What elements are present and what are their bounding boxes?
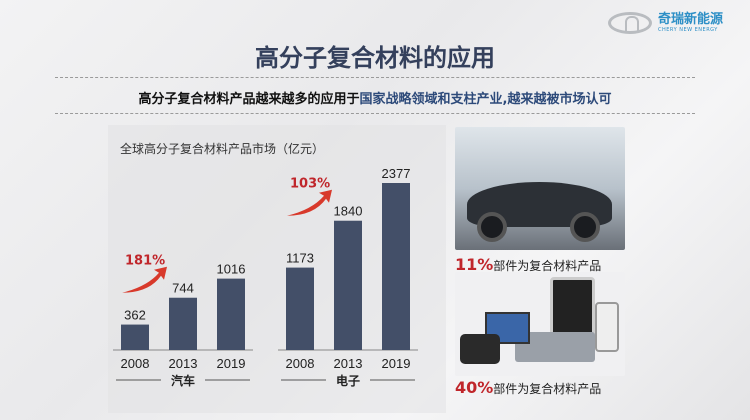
page-title: 高分子复合材料的应用 xyxy=(255,44,495,72)
data-label: 1173 xyxy=(286,251,314,266)
electronics-photo xyxy=(455,272,625,376)
growth-label: 103% xyxy=(290,177,330,192)
divider xyxy=(55,113,695,114)
car-caption: 11%部件为复合材料产品 xyxy=(455,255,630,274)
tick-label: 2019 xyxy=(217,356,246,371)
group-label: 汽车 xyxy=(171,373,195,388)
growth-arrow-icon xyxy=(122,266,167,293)
divider xyxy=(55,77,695,78)
data-label: 1840 xyxy=(334,204,363,219)
electronics-caption: 40%部件为复合材料产品 xyxy=(455,378,630,397)
bar xyxy=(334,220,362,350)
data-label: 744 xyxy=(172,281,194,296)
data-label: 362 xyxy=(124,308,146,323)
chart-title: 全球高分子复合材料产品市场（亿元） xyxy=(120,142,325,156)
caption-pct: 40% xyxy=(455,378,494,397)
logo-en: CHERY NEW ENERGY xyxy=(658,27,718,33)
group-label: 电子 xyxy=(336,373,360,388)
chery-logo: 奇瑞新能源 CHERY NEW ENERGY xyxy=(608,12,723,34)
subtitle-part1: 高分子复合材料产品越来越多的应用于 xyxy=(138,92,360,107)
data-label: 2377 xyxy=(382,166,411,181)
growth-arrow-icon xyxy=(287,189,332,216)
tick-label: 2013 xyxy=(169,356,198,371)
subtitle: 高分子复合材料产品越来越多的应用于国家战略领域和支柱产业,越来越被市场认可 xyxy=(0,88,750,107)
tick-label: 2008 xyxy=(121,356,150,371)
tick-label: 2008 xyxy=(286,356,315,371)
data-label: 1016 xyxy=(217,262,246,277)
caption-pct: 11% xyxy=(455,255,494,274)
logo-cn: 奇瑞新能源 xyxy=(658,12,724,27)
bar xyxy=(382,183,410,350)
subtitle-highlight: 国家战略领域和支柱产业,越来越被市场认可 xyxy=(359,92,612,107)
tick-label: 2019 xyxy=(382,356,411,371)
bar xyxy=(286,267,314,350)
caption-text: 部件为复合材料产品 xyxy=(493,259,602,273)
bar xyxy=(217,278,245,350)
bar xyxy=(121,324,149,350)
tick-label: 2013 xyxy=(334,356,363,371)
chery-emblem-icon xyxy=(608,12,652,34)
growth-label: 181% xyxy=(125,254,165,269)
caption-text: 部件为复合材料产品 xyxy=(493,382,602,396)
car-photo xyxy=(455,127,625,250)
bar xyxy=(169,297,197,350)
